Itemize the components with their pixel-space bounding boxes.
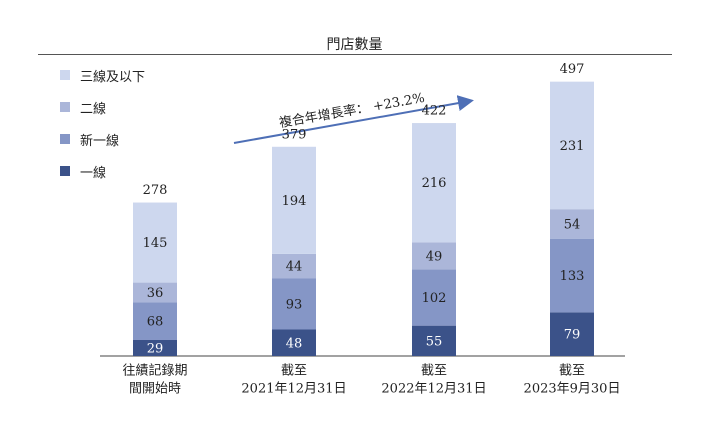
cagr-annotation: 複合年增長率： +23.2% [278, 90, 426, 131]
x-tick-label-line1-2: 截至 [421, 364, 447, 379]
bar-segment-tier1-0 [133, 339, 177, 356]
legend-swatch-tier3-below [60, 70, 70, 80]
total-label-2: 422 [422, 104, 447, 119]
legend: 三線及以下 二線 新一線 一線 [60, 66, 145, 194]
legend-item-new-tier1: 新一線 [60, 130, 145, 149]
title-divider [38, 54, 672, 55]
bar-segment-new-tier1-3 [550, 238, 594, 313]
segment-label-tier1-3: 79 [564, 328, 581, 343]
chart-title: 門店數量 [326, 37, 383, 53]
x-tick-label-line1-1: 截至 [281, 364, 307, 379]
x-tick-label-line1-3: 截至 [559, 364, 585, 379]
segment-label-tier3-below-3: 231 [560, 139, 585, 154]
total-label-0: 278 [143, 183, 168, 198]
bar-segment-new-tier1-0 [133, 302, 177, 340]
segment-label-new-tier1-3: 133 [560, 269, 585, 284]
bar-segment-new-tier1-2 [412, 269, 456, 326]
bar-segment-tier2-0 [133, 282, 177, 303]
bar-segment-tier3-below-1 [272, 146, 316, 254]
legend-label-tier1: 一線 [80, 165, 107, 181]
segment-label-new-tier1-2: 102 [422, 291, 447, 306]
legend-swatch-tier2 [60, 102, 70, 112]
segment-label-tier3-below-0: 145 [143, 236, 168, 251]
x-tick-label-line2-1: 2021年12月31日 [241, 382, 346, 397]
legend-label-new-tier1: 新一線 [80, 133, 120, 149]
segment-label-tier3-below-1: 194 [282, 194, 307, 209]
legend-swatch-tier1 [60, 166, 70, 176]
legend-label-tier2: 二線 [80, 101, 107, 117]
segment-label-tier2-2: 49 [426, 249, 443, 264]
legend-item-tier2: 二線 [60, 98, 145, 117]
bar-segment-tier2-1 [272, 253, 316, 279]
segment-label-tier1-1: 48 [286, 336, 303, 351]
segment-label-new-tier1-0: 68 [147, 315, 164, 330]
total-label-3: 497 [560, 62, 585, 77]
segment-label-tier1-0: 29 [147, 341, 164, 356]
cagr-arrow [233, 95, 474, 144]
bar-segment-tier3-below-3 [550, 81, 594, 210]
bar-segment-new-tier1-1 [272, 278, 316, 330]
legend-label-tier3-below: 三線及以下 [80, 69, 146, 85]
legend-item-tier1: 一線 [60, 162, 145, 181]
total-label-1: 379 [282, 127, 307, 142]
bar-segment-tier2-2 [412, 242, 456, 270]
x-tick-label-line2-2: 2022年12月31日 [381, 382, 486, 397]
bar-segment-tier1-1 [272, 329, 316, 356]
legend-swatch-new-tier1 [60, 134, 70, 144]
segment-label-tier3-below-2: 216 [422, 176, 447, 191]
bar-segment-tier2-3 [550, 209, 594, 239]
x-tick-label-line2-3: 2023年9月30日 [524, 382, 621, 397]
segment-label-tier2-0: 36 [147, 286, 164, 301]
segment-label-new-tier1-1: 93 [286, 297, 303, 312]
segment-label-tier1-2: 55 [426, 334, 443, 349]
x-tick-label-line1-0: 往績記錄期 [122, 363, 187, 379]
bar-segment-tier3-below-0 [133, 202, 177, 283]
segment-label-tier2-3: 54 [564, 218, 581, 233]
segment-label-tier2-1: 44 [286, 260, 303, 275]
bar-segment-tier1-2 [412, 325, 456, 356]
bar-segment-tier3-below-2 [412, 123, 456, 243]
x-tick-label-line2-0: 間開始時 [129, 382, 181, 397]
bar-segment-tier1-3 [550, 312, 594, 356]
legend-item-tier3-below: 三線及以下 [60, 66, 146, 85]
